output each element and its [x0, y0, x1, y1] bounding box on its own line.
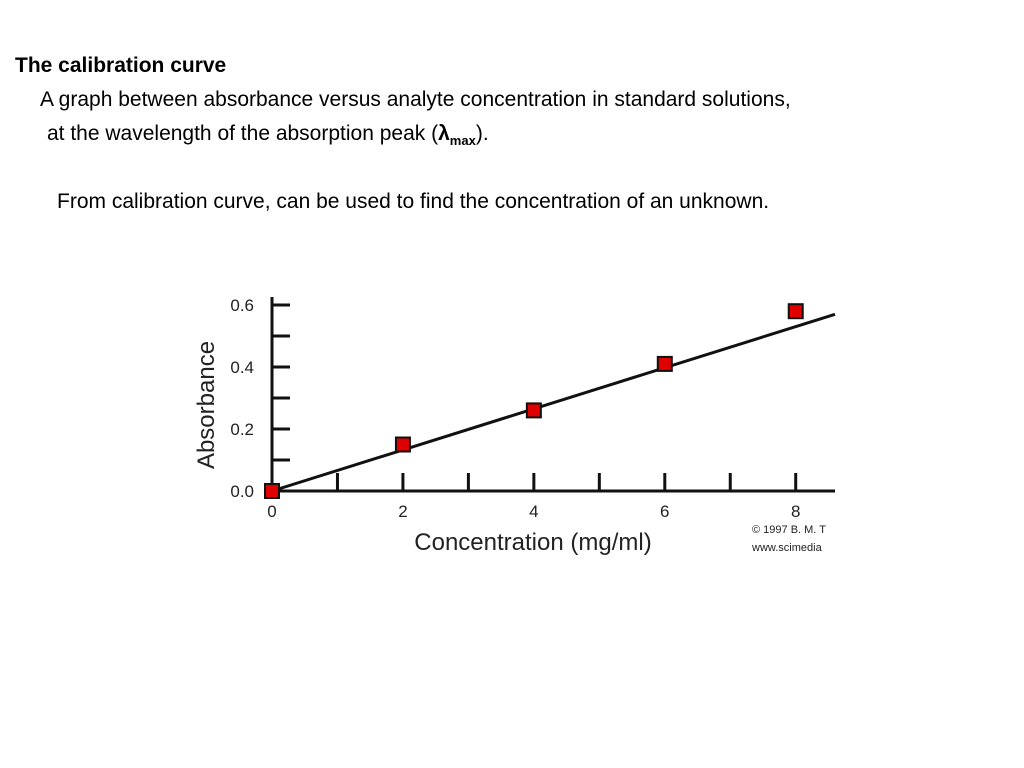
y-tick-label: 0.2	[230, 420, 254, 439]
y-tick-label: 0.6	[230, 296, 254, 315]
annotation: www.scimedia	[751, 542, 823, 554]
definition-line: at the wavelength of the absorption peak…	[47, 122, 489, 148]
text: ).	[475, 122, 489, 145]
fit-line	[271, 312, 836, 493]
data-point	[394, 436, 411, 453]
symbol: λ	[438, 122, 450, 145]
x-tick-label: 4	[529, 502, 538, 521]
definition-line: A graph between absorbance versus analyt…	[40, 88, 791, 111]
y-tick-label: 0.0	[230, 482, 254, 501]
data-point	[264, 483, 280, 499]
subscript: max	[449, 133, 476, 149]
x-tick-label: 6	[660, 502, 669, 521]
data-point	[656, 355, 673, 372]
heading: The calibration curve	[15, 54, 227, 77]
x-axis-label: Concentration (mg/ml)	[414, 529, 651, 556]
annotation: © 1997 B. M. T	[752, 524, 826, 536]
x-tick-label: 2	[398, 502, 407, 521]
data-point	[787, 303, 804, 320]
x-tick-label: 0	[267, 502, 276, 521]
text: at the wavelength of the absorption peak…	[47, 122, 439, 145]
y-tick-label: 0.4	[230, 358, 254, 377]
y-axis-label: Absorbance	[193, 341, 220, 469]
x-tick-label: 8	[791, 502, 800, 521]
data-point	[525, 402, 542, 419]
note: From calibration curve, can be used to f…	[57, 190, 770, 213]
